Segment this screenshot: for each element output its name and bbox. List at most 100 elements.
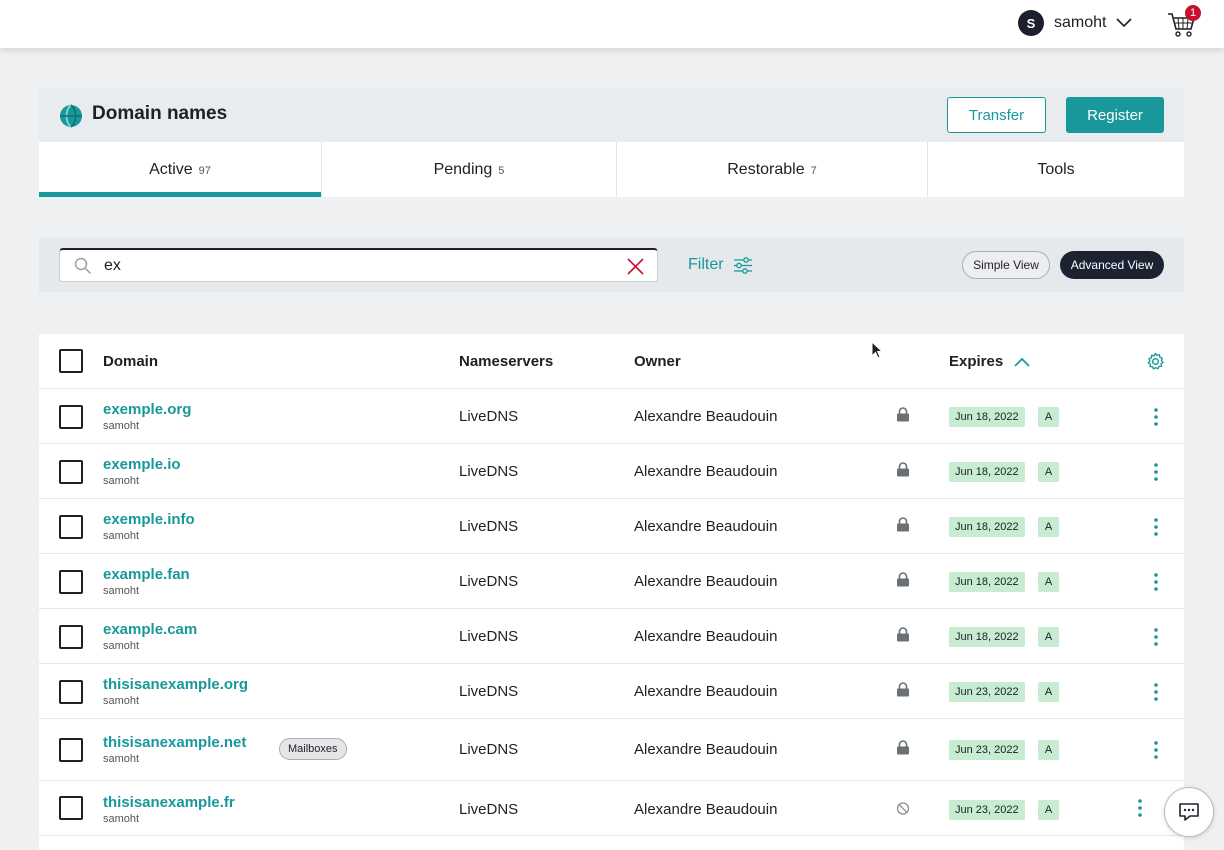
expires-badge: Jun 23, 2022 — [949, 740, 1025, 760]
table-row[interactable]: exemple.org samoht LiveDNS Alexandre Bea… — [39, 389, 1184, 444]
nameservers-cell: LiveDNS — [459, 683, 519, 700]
column-owner[interactable]: Owner — [634, 353, 681, 370]
more-vertical-icon[interactable] — [1135, 798, 1145, 818]
table-row[interactable]: example.fan samoht LiveDNS Alexandre Bea… — [39, 554, 1184, 609]
search-icon — [74, 257, 92, 275]
lock-icon — [897, 740, 909, 755]
nameservers-cell: LiveDNS — [459, 628, 519, 645]
autorenew-badge: A — [1038, 462, 1059, 482]
advanced-view-button[interactable]: Advanced View — [1060, 251, 1164, 279]
row-checkbox[interactable] — [59, 796, 83, 820]
more-vertical-icon[interactable] — [1151, 682, 1161, 702]
owner-cell: Alexandre Beaudouin — [634, 573, 778, 590]
table-header: Domain Nameservers Owner Expires — [39, 334, 1184, 389]
tab-label: Pending — [433, 160, 493, 178]
page-title: Domain names — [92, 103, 228, 124]
register-button[interactable]: Register — [1066, 97, 1164, 133]
search-bar: Filter Simple View Advanced View — [39, 237, 1184, 292]
table-row[interactable]: exemple.io samoht LiveDNS Alexandre Beau… — [39, 444, 1184, 499]
domains-table: Domain Nameservers Owner Expires exemple… — [39, 334, 1184, 850]
row-checkbox[interactable] — [59, 460, 83, 484]
nameservers-cell: LiveDNS — [459, 801, 519, 818]
lock-icon — [897, 627, 909, 642]
filter-button[interactable]: Filter — [688, 256, 752, 274]
owner-cell: Alexandre Beaudouin — [634, 801, 778, 818]
column-domain[interactable]: Domain — [103, 353, 159, 370]
nameservers-cell: LiveDNS — [459, 573, 519, 590]
owner-cell: Alexandre Beaudouin — [634, 628, 778, 645]
column-expires[interactable]: Expires — [949, 353, 1004, 370]
cart-button[interactable]: 1 — [1166, 5, 1201, 38]
globe-icon — [60, 104, 82, 128]
tab-pending[interactable]: Pending 5 — [322, 142, 617, 197]
expires-badge: Jun 18, 2022 — [949, 517, 1025, 537]
sliders-icon — [733, 256, 752, 274]
domain-account: samoht — [103, 530, 140, 542]
filter-label: Filter — [688, 256, 724, 273]
more-vertical-icon[interactable] — [1151, 462, 1161, 482]
domain-account: samoht — [103, 420, 140, 432]
select-all-checkbox[interactable] — [59, 349, 83, 373]
close-icon[interactable] — [627, 258, 644, 275]
user-menu[interactable]: S samoht — [1018, 10, 1133, 36]
domain-link[interactable]: exemple.info — [103, 511, 195, 528]
row-checkbox[interactable] — [59, 405, 83, 429]
autorenew-badge: A — [1038, 517, 1059, 537]
tab-active[interactable]: Active 97 — [39, 142, 322, 197]
cart-count-badge: 1 — [1185, 5, 1201, 21]
domains-panel-header: Domain names Transfer Register — [39, 88, 1184, 142]
domain-link[interactable]: thisisanexample.net — [103, 734, 247, 751]
row-checkbox[interactable] — [59, 515, 83, 539]
tab-label: Active — [149, 160, 193, 178]
autorenew-badge: A — [1038, 740, 1059, 760]
domain-account: samoht — [103, 640, 140, 652]
domain-link[interactable]: exemple.io — [103, 456, 181, 473]
chat-icon — [1179, 803, 1199, 821]
table-row[interactable]: thisisanexample.org samoht LiveDNS Alexa… — [39, 664, 1184, 719]
more-vertical-icon[interactable] — [1151, 740, 1161, 760]
owner-cell: Alexandre Beaudouin — [634, 408, 778, 425]
more-vertical-icon[interactable] — [1151, 407, 1161, 427]
simple-view-button[interactable]: Simple View — [962, 251, 1050, 279]
mailboxes-badge: Mailboxes — [279, 738, 347, 760]
table-row[interactable]: thisisanexample.net samoht Mailboxes Liv… — [39, 719, 1184, 781]
autorenew-badge: A — [1038, 682, 1059, 702]
tab-label: Restorable — [727, 160, 805, 178]
domain-account: samoht — [103, 695, 140, 707]
expires-badge: Jun 18, 2022 — [949, 572, 1025, 592]
avatar: S — [1018, 10, 1044, 36]
more-vertical-icon[interactable] — [1151, 572, 1161, 592]
tab-count: 97 — [198, 165, 211, 177]
row-checkbox[interactable] — [59, 570, 83, 594]
domain-link[interactable]: example.fan — [103, 566, 190, 583]
column-nameservers[interactable]: Nameservers — [459, 353, 554, 370]
row-checkbox[interactable] — [59, 625, 83, 649]
search-input[interactable] — [104, 255, 604, 277]
domain-link[interactable]: thisisanexample.fr — [103, 794, 235, 811]
row-checkbox[interactable] — [59, 738, 83, 762]
table-row[interactable]: exemple.info samoht LiveDNS Alexandre Be… — [39, 499, 1184, 554]
domain-link[interactable]: example.cam — [103, 621, 198, 638]
lock-icon — [897, 682, 909, 697]
top-bar: S samoht 1 — [0, 0, 1224, 48]
domain-link[interactable]: thisisanexample.org — [103, 676, 249, 693]
chevron-up-icon[interactable] — [1014, 356, 1030, 368]
more-vertical-icon[interactable] — [1151, 517, 1161, 537]
chat-button[interactable] — [1164, 787, 1214, 837]
transfer-button[interactable]: Transfer — [947, 97, 1046, 133]
more-vertical-icon[interactable] — [1151, 627, 1161, 647]
nameservers-cell: LiveDNS — [459, 741, 519, 758]
gear-icon[interactable] — [1146, 352, 1165, 371]
lock-icon — [897, 572, 909, 587]
chevron-down-icon — [1116, 18, 1133, 28]
nameservers-cell: LiveDNS — [459, 518, 519, 535]
row-checkbox[interactable] — [59, 680, 83, 704]
expires-badge: Jun 23, 2022 — [949, 682, 1025, 702]
table-row[interactable]: thisisanexample.fr samoht LiveDNS Alexan… — [39, 781, 1184, 836]
lock-icon — [897, 517, 909, 532]
domain-link[interactable]: exemple.org — [103, 401, 192, 418]
tab-tools[interactable]: Tools — [928, 142, 1184, 197]
table-row[interactable]: example.cam samoht LiveDNS Alexandre Bea… — [39, 609, 1184, 664]
nameservers-cell: LiveDNS — [459, 463, 519, 480]
tab-restorable[interactable]: Restorable 7 — [617, 142, 928, 197]
